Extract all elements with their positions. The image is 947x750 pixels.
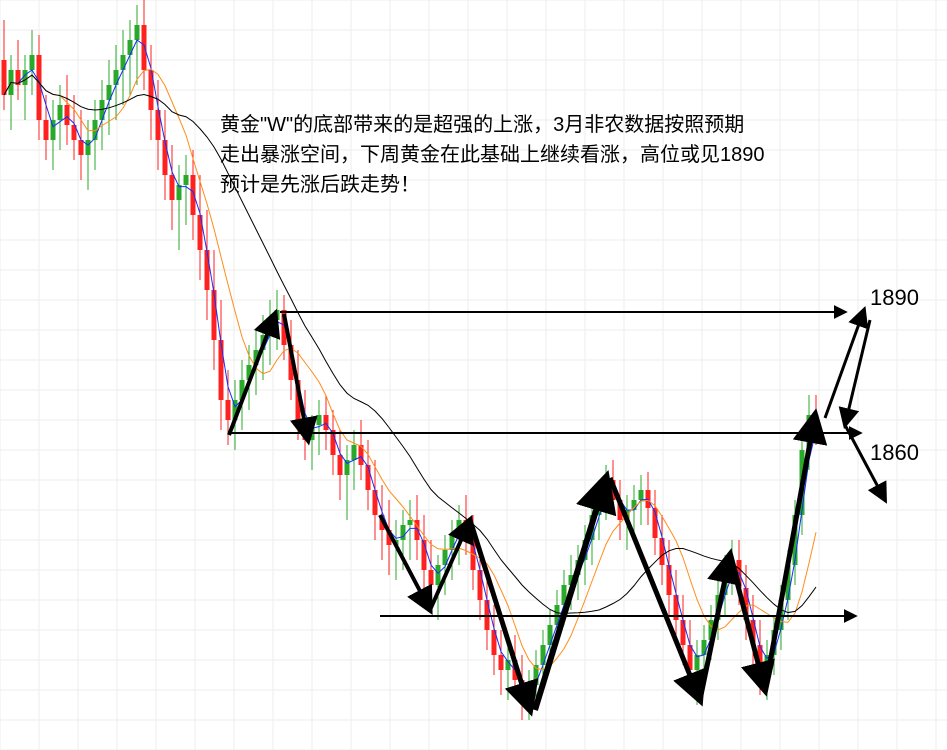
chart-area[interactable]: 黄金"W"的底部带来的是超强的上涨，3月非农数据按照预期走出暴涨空间，下周黄金在…	[0, 0, 947, 750]
analysis-annotation: 黄金"W"的底部带来的是超强的上涨，3月非农数据按照预期走出暴涨空间，下周黄金在…	[220, 110, 765, 200]
price-label-1860: 1860	[870, 440, 919, 466]
price-label-1890: 1890	[870, 285, 919, 311]
